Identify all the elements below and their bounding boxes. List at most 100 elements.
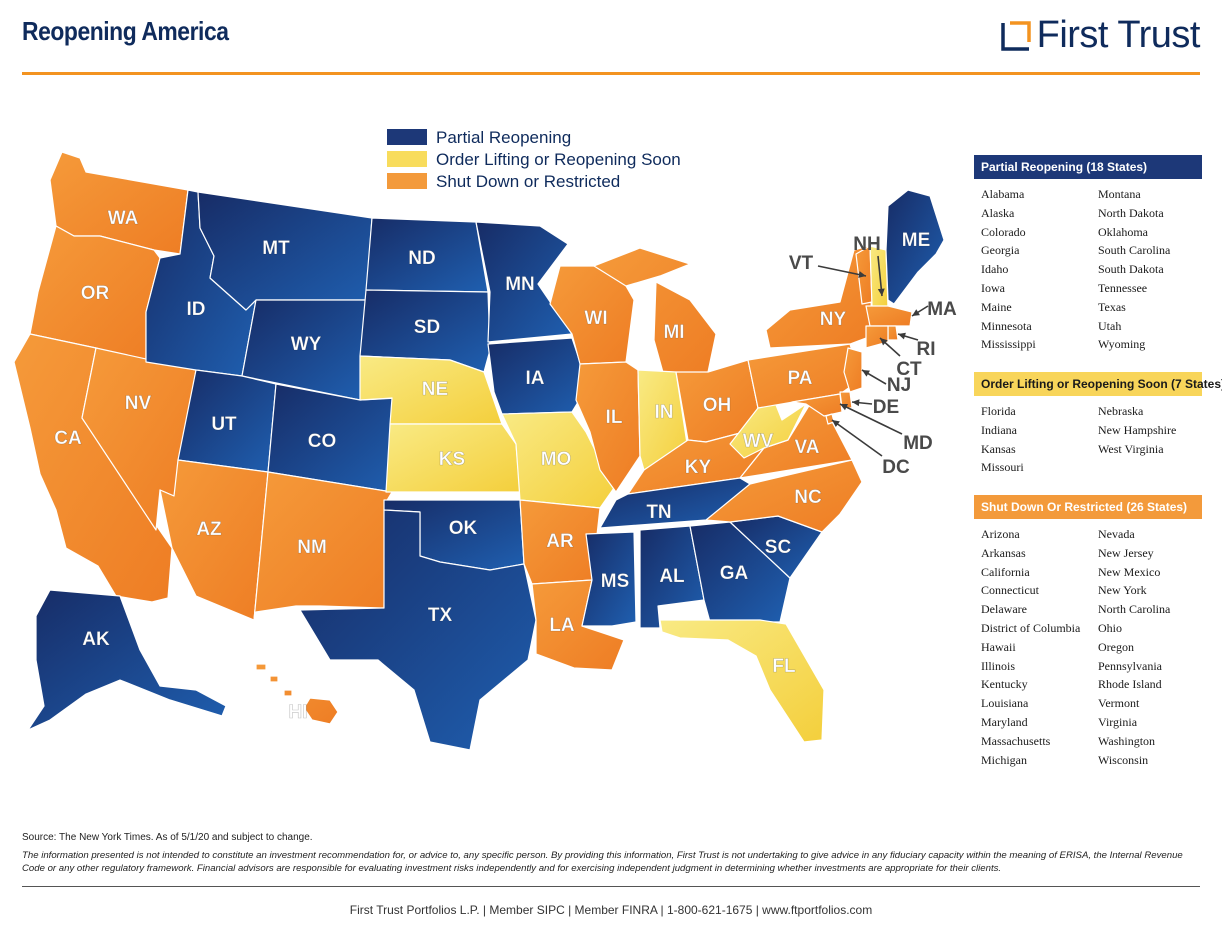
state-list-item: Hawaii	[981, 639, 1016, 654]
state-list-item: Idaho	[981, 262, 1009, 277]
state-list-item: Tennessee	[1098, 280, 1148, 295]
state-list-item: Nebraska	[1098, 404, 1144, 418]
state-list-item: Virginia	[1098, 714, 1138, 729]
state-label-va: VA	[795, 437, 820, 458]
state-list-item: Alabama	[981, 187, 1025, 201]
state-nh	[869, 245, 889, 309]
us-map: Partial Reopening Order Lifting or Reopen…	[13, 128, 957, 751]
state-label-mt: MT	[262, 238, 290, 259]
state-label-de: DE	[873, 397, 899, 418]
state-me	[885, 189, 945, 305]
callout-arrow-icon	[880, 338, 888, 346]
state-hi	[255, 663, 339, 725]
state-label-mo: MO	[541, 449, 572, 470]
brand-logo: First Trust	[1000, 14, 1201, 57]
state-list-item: Montana	[1098, 187, 1141, 201]
state-list-item: Connecticut	[981, 583, 1039, 598]
state-label-al: AL	[659, 566, 685, 587]
state-label-in: IN	[655, 402, 674, 423]
footer-rule	[22, 886, 1200, 887]
state-list-item: Wyoming	[1098, 337, 1146, 352]
state-dc	[825, 413, 835, 425]
state-label-mn: MN	[505, 274, 535, 295]
state-label-ky: KY	[685, 457, 712, 478]
callouts-layer	[817, 255, 929, 457]
order-lifting-list: Florida Nebraska Indiana New Hampshire Kansa…	[974, 396, 1202, 477]
partial-reopening-heading: Partial Reopening (18 States)	[974, 155, 1202, 179]
state-label-hi: HI	[289, 702, 308, 723]
callout-arrow-icon	[852, 399, 860, 407]
order-lifting-panel: Order Lifting or Reopening Soon (7 State…	[974, 372, 1222, 477]
state-md	[791, 393, 843, 417]
state-nc	[705, 459, 863, 533]
state-label-tx: TX	[428, 605, 453, 626]
state-list-item: Missouri	[981, 460, 1024, 475]
state-list-item: Colorado	[981, 224, 1026, 239]
state-list-item: New Jersey	[1098, 545, 1154, 560]
state-label-nh: NH	[853, 234, 880, 255]
state-list-item: Pennsylvania	[1098, 658, 1162, 673]
state-list-item: Louisiana	[981, 696, 1029, 711]
state-list-item	[1098, 458, 1209, 477]
legend-label-lifting: Order Lifting or Reopening Soon	[436, 150, 681, 169]
page-title: Reopening America	[22, 16, 229, 46]
state-list-item: Ohio	[1098, 620, 1122, 635]
state-label-tn: TN	[646, 502, 671, 523]
callout-arrow-icon	[877, 288, 885, 296]
state-ma	[865, 305, 913, 327]
state-ct	[865, 325, 889, 349]
state-label-nj: NJ	[887, 375, 911, 396]
state-list-item: Delaware	[981, 602, 1027, 617]
callout-arrow-icon	[832, 420, 840, 428]
state-label-me: ME	[902, 230, 931, 251]
state-label-nv: NV	[125, 393, 152, 414]
order-lifting-heading: Order Lifting or Reopening Soon (7 State…	[974, 372, 1222, 396]
state-list-item: Michigan	[981, 752, 1027, 767]
state-list-item: Mississippi	[981, 337, 1036, 352]
state-label-ca: CA	[54, 428, 82, 449]
state-tx	[299, 509, 537, 751]
state-list-item: Arizona	[981, 527, 1020, 541]
shut-down-list: Arizona Nevada Arkansas New Jersey Californi…	[974, 519, 1202, 769]
state-list-item: Kansas	[981, 441, 1016, 456]
legend-label-shutdown: Shut Down or Restricted	[436, 172, 620, 191]
state-list-item: North Dakota	[1098, 205, 1164, 220]
callout-line-dc	[831, 419, 883, 457]
state-list-item: North Carolina	[1098, 602, 1171, 617]
callout-arrow-icon	[840, 404, 848, 411]
state-nj	[843, 347, 863, 393]
state-label-ks: KS	[439, 449, 465, 470]
legend-label-partial: Partial Reopening	[436, 128, 571, 147]
callout-line-vt	[817, 265, 867, 277]
state-list-item: District of Columbia	[981, 620, 1081, 635]
state-list-item: Wisconsin	[1098, 752, 1149, 767]
callout-arrow-icon	[862, 370, 870, 377]
state-list-item: Texas	[1098, 299, 1126, 314]
state-ny	[765, 245, 873, 349]
state-label-ia: IA	[526, 368, 545, 389]
source-note: Source: The New York Times. As of 5/1/20…	[22, 832, 313, 843]
state-list-item: Iowa	[981, 280, 1005, 295]
footer-contact: First Trust Portfolios L.P. | Member SIP…	[349, 903, 873, 917]
state-label-ar: AR	[546, 531, 574, 552]
state-label-mi: MI	[663, 322, 684, 343]
shut-down-heading: Shut Down Or Restricted (26 States)	[974, 495, 1202, 519]
state-label-oh: OH	[703, 395, 732, 416]
logo-mark-icon	[1000, 20, 1031, 51]
state-list-item: West Virginia	[1098, 441, 1164, 456]
state-label-ma: MA	[927, 299, 957, 320]
state-label-nm: NM	[297, 537, 327, 558]
callout-arrow-icon	[858, 271, 866, 278]
state-list-item: Indiana	[981, 422, 1017, 437]
state-fl	[659, 619, 825, 743]
state-list-item: Oregon	[1098, 639, 1134, 654]
state-label-il: IL	[606, 407, 623, 428]
state-label-fl: FL	[772, 656, 796, 677]
state-list-item: Florida	[981, 404, 1016, 418]
state-list-item: Minnesota	[981, 318, 1032, 333]
header-rule	[22, 72, 1200, 75]
state-label-ri: RI	[917, 339, 936, 360]
disclaimer-text: The information presented is not intende…	[22, 850, 1183, 874]
state-list-item: Washington	[1098, 733, 1156, 748]
legend-swatch-partial	[387, 129, 427, 145]
